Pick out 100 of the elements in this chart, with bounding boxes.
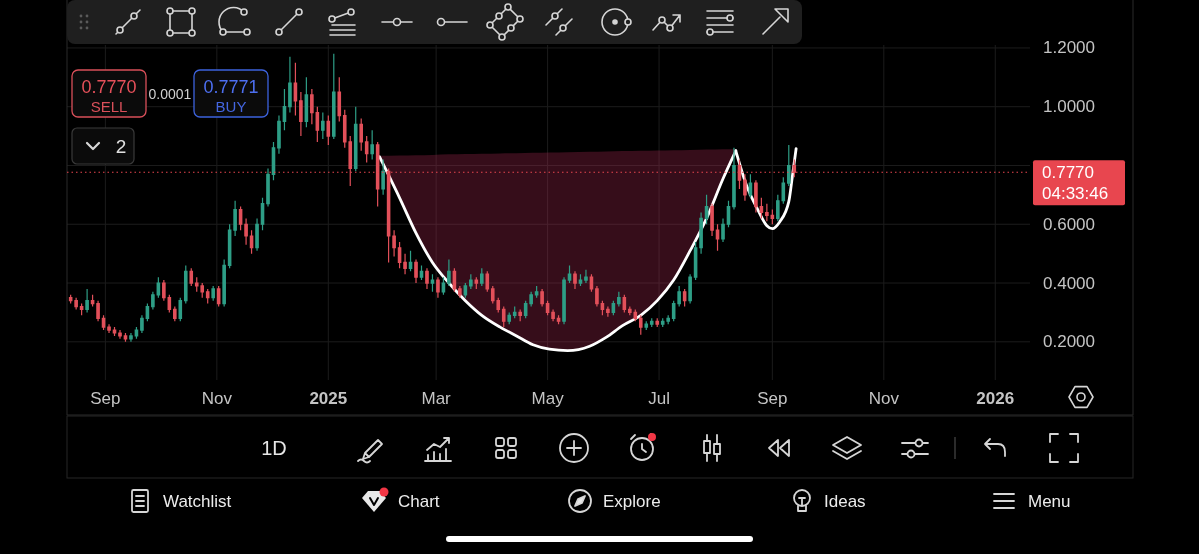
candlestick [178, 297, 183, 322]
candlestick [107, 323, 111, 334]
annotation: SELL [90, 97, 128, 115]
text: 1D [261, 437, 287, 459]
text: Ideas [824, 491, 866, 511]
candlestick [622, 294, 627, 314]
candlestick [480, 267, 484, 287]
candlestick [447, 258, 451, 287]
candlestick [370, 129, 374, 161]
candlestick [216, 285, 221, 308]
candlestick [90, 294, 95, 308]
candlestick [277, 114, 281, 155]
candlestick [710, 203, 714, 237]
y-tick-label: 0.4000 [1043, 273, 1095, 293]
x-tick-label: May [531, 388, 565, 408]
candlestick [85, 288, 89, 314]
candlestick [173, 305, 177, 322]
candlestick [743, 173, 747, 202]
candlestick [353, 106, 358, 172]
candlestick [644, 320, 649, 331]
x-tick-label: Sep [90, 388, 121, 408]
text: Menu [1028, 491, 1071, 511]
candlestick [96, 300, 100, 322]
candlestick [754, 179, 758, 214]
candlestick [551, 308, 555, 322]
candlestick [606, 305, 610, 318]
candlestick [403, 253, 407, 275]
candlestick [79, 303, 84, 316]
candlestick [266, 167, 270, 208]
candlestick [578, 273, 583, 287]
annotation: 2 [115, 135, 127, 157]
candlestick [211, 285, 215, 302]
candlestick [140, 314, 144, 334]
y-tick-label: 1.2000 [1043, 38, 1095, 58]
candlestick [469, 273, 473, 290]
candlestick [573, 270, 577, 290]
candlestick [118, 329, 122, 340]
annotation: 0.0001 [148, 86, 192, 102]
candlestick [430, 273, 435, 293]
y-tick-label: 1.0000 [1043, 97, 1095, 117]
x-tick-label: Nov [201, 388, 233, 408]
candlestick [381, 159, 385, 196]
candlestick [595, 285, 599, 308]
candlestick [425, 267, 429, 290]
candlestick [293, 62, 298, 117]
candlestick [408, 250, 413, 272]
candlestick [567, 264, 572, 284]
candlestick [299, 91, 303, 137]
candlestick [189, 267, 194, 287]
candlestick [501, 305, 506, 328]
candlestick [359, 117, 363, 152]
text: Watchlist [163, 491, 232, 511]
candlestick [244, 217, 248, 246]
candlestick [331, 53, 336, 140]
candlestick [364, 135, 369, 164]
x-tick-label: Nov [868, 388, 900, 408]
candlestick [584, 269, 588, 284]
candlestick [540, 288, 544, 308]
candlestick [715, 223, 720, 252]
x-tick-label: Jul [648, 388, 670, 408]
candlestick [474, 276, 479, 290]
candlestick [436, 276, 440, 299]
candlestick [534, 285, 539, 299]
candlestick [112, 326, 117, 337]
candlestick [507, 311, 512, 325]
candlestick [649, 317, 654, 328]
candlestick [458, 285, 462, 299]
x-tick-label: 2026 [976, 388, 1015, 408]
candlestick [518, 308, 522, 322]
candlestick [617, 291, 621, 308]
candlestick [759, 197, 764, 219]
candlestick [655, 317, 660, 328]
candlestick [282, 88, 287, 131]
candlestick [392, 229, 396, 258]
x-tick-label: 2025 [309, 388, 348, 408]
candlestick [151, 291, 155, 311]
candlestick [326, 114, 331, 146]
annotation: BUY [215, 97, 247, 115]
annotation: 0.7771 [203, 77, 259, 97]
x-tick-label: Mar [421, 388, 452, 408]
candlestick [233, 200, 237, 237]
candlestick [134, 326, 139, 340]
candlestick [688, 273, 692, 305]
y-tick-label: 0.6000 [1043, 214, 1095, 234]
candlestick [222, 258, 226, 308]
candlestick [512, 305, 517, 319]
candlestick [337, 76, 342, 122]
annotation: 0.7770 [81, 77, 137, 97]
candlestick [562, 276, 566, 325]
candlestick [485, 270, 490, 293]
candlestick [123, 332, 128, 343]
candlestick [129, 332, 133, 343]
y-tick-label: 0.2000 [1043, 332, 1095, 352]
candlestick [414, 258, 418, 284]
candlestick [721, 217, 725, 243]
candlestick [183, 264, 188, 305]
text: Explore [603, 491, 661, 511]
candlestick [732, 147, 736, 211]
candlestick [255, 217, 259, 252]
candlestick [638, 314, 643, 336]
